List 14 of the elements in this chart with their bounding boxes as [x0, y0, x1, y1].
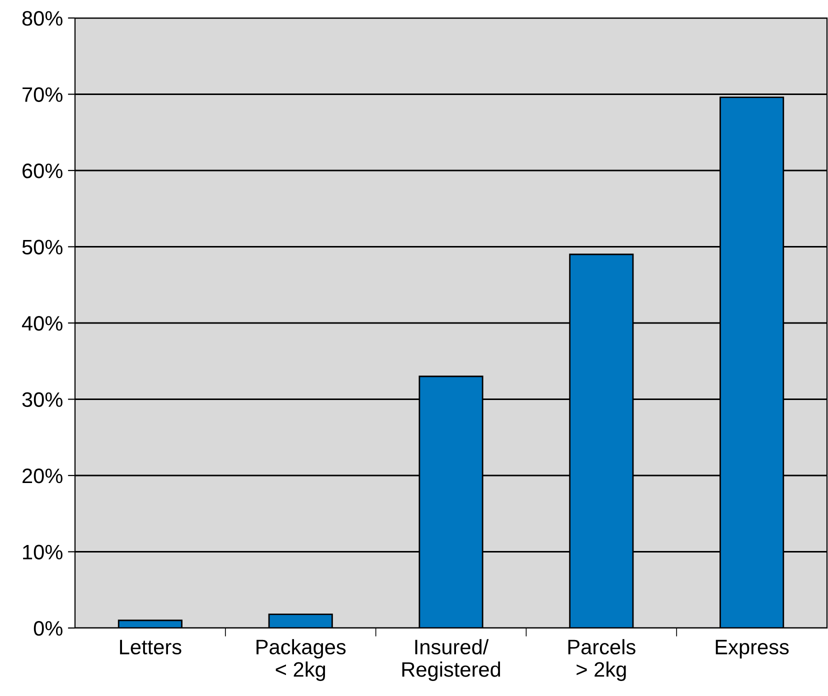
y-tick-label: 60%	[22, 164, 62, 178]
y-tick-label: 70%	[22, 87, 62, 102]
x-tick-label: Parcels > 2kg	[568, 639, 636, 681]
y-tick-label: 0%	[34, 621, 62, 636]
x-tick-label: Insured/ Registered	[402, 639, 500, 681]
y-tick-label: 20%	[22, 468, 62, 484]
y-tick-label: 10%	[23, 544, 62, 560]
y-tick-label: 50%	[22, 240, 62, 255]
x-tick-label: Letters	[120, 640, 182, 654]
x-tick-label: Express	[716, 640, 789, 659]
y-tick-label: 30%	[22, 392, 62, 408]
x-tick-label: Packages < 2kg	[256, 639, 346, 681]
y-tick-label: 80%	[22, 11, 62, 26]
y-tick-label: 40%	[22, 316, 62, 331]
